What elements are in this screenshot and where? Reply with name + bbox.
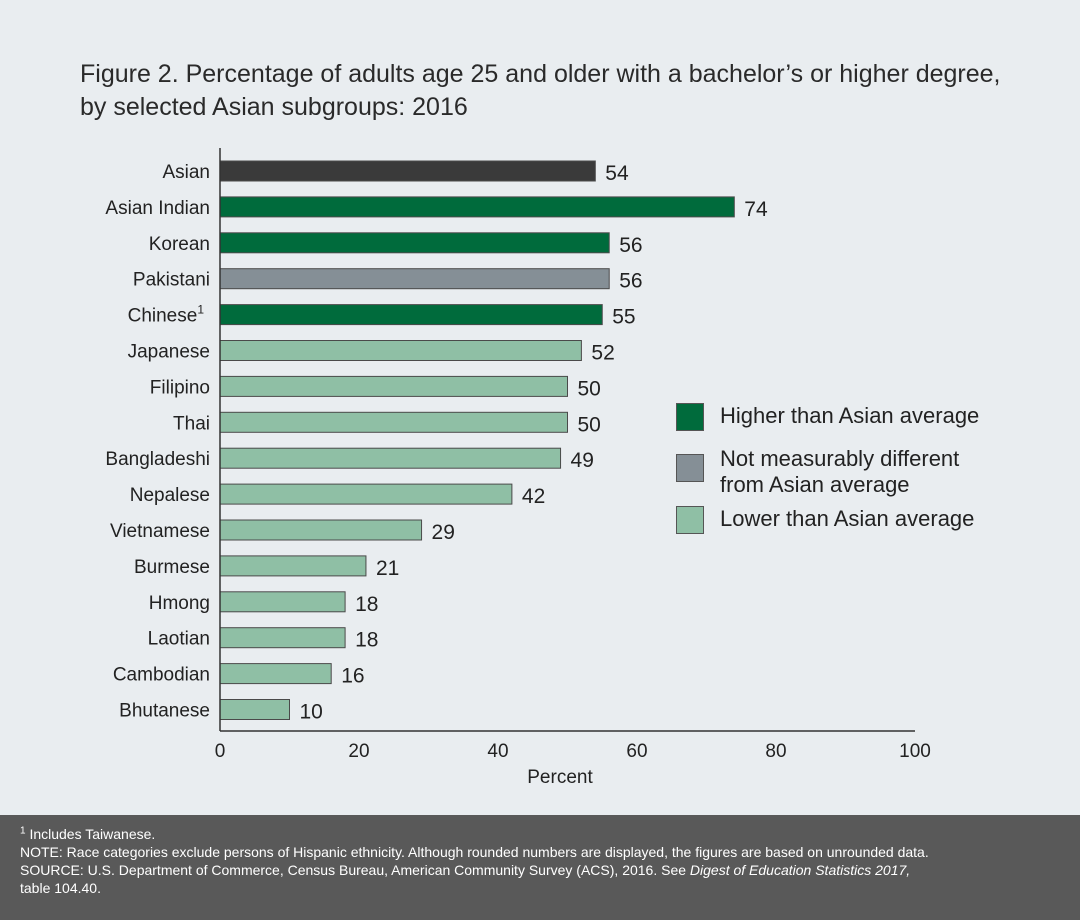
- bar-nepalese: [219, 483, 513, 505]
- category-label-bangladeshi: Bangladeshi: [105, 449, 210, 470]
- bar-korean: [219, 232, 610, 254]
- category-superscript-chinese: 1: [197, 303, 204, 317]
- category-label-hmong: Hmong: [149, 593, 210, 614]
- footnote-marker: 1: [20, 825, 26, 837]
- x-tick-label-60: 60: [626, 741, 647, 762]
- bar-japanese: [219, 340, 582, 361]
- bar-asian: [219, 160, 596, 182]
- bar-vietnamese: [219, 519, 423, 541]
- legend-label-higher: Higher than Asian average: [720, 403, 980, 428]
- value-label-thai: 50: [578, 413, 601, 436]
- footnote-text: Includes Taiwanese.: [29, 826, 156, 842]
- note-text: NOTE: Race categories exclude persons of…: [20, 844, 929, 860]
- category-label-chinese: Chinese1: [128, 303, 205, 327]
- category-label-laotian: Laotian: [148, 629, 210, 650]
- legend-swatch-lower: [676, 506, 704, 534]
- bar-hmong: [219, 591, 346, 613]
- value-label-bangladeshi: 49: [571, 449, 594, 472]
- bar-bangladeshi: [219, 447, 562, 469]
- value-label-filipino: 50: [578, 377, 601, 400]
- bar-filipino: [219, 375, 568, 397]
- value-label-bhutanese: 10: [300, 701, 323, 724]
- bar-laotian: [219, 627, 346, 649]
- bar-chinese: [219, 304, 603, 326]
- category-label-pakistani: Pakistani: [133, 270, 210, 291]
- category-label-cambodian: Cambodian: [113, 665, 210, 686]
- source-suffix: table 104.40.: [20, 880, 101, 896]
- legend-item-higher: Higher than Asian average: [676, 403, 979, 431]
- source-text: SOURCE: U.S. Department of Commerce, Cen…: [20, 861, 1060, 897]
- category-label-vietnamese: Vietnamese: [110, 521, 210, 542]
- bar-pakistani: [219, 268, 610, 290]
- value-label-laotian: 18: [355, 629, 378, 652]
- category-label-filipino: Filipino: [150, 377, 210, 398]
- bar-chart: Asian 54 Asian Indian 74 Korean 56 Pakistani 56…: [105, 148, 931, 788]
- value-label-cambodian: 16: [341, 665, 364, 688]
- bar-thai: [219, 411, 568, 433]
- category-label-asian: Asian: [162, 162, 210, 183]
- value-label-korean: 56: [619, 234, 642, 257]
- value-label-burmese: 21: [376, 557, 399, 580]
- value-label-chinese: 55: [612, 306, 635, 329]
- value-label-nepalese: 42: [522, 485, 545, 508]
- bar-cambodian: [219, 663, 332, 685]
- x-tick-label-100: 100: [899, 741, 931, 762]
- x-axis-label: Percent: [527, 767, 593, 788]
- category-label-bhutanese: Bhutanese: [119, 701, 210, 722]
- chart-title: Figure 2. Percentage of adults age 25 an…: [80, 58, 1040, 124]
- x-tick-label-80: 80: [765, 741, 786, 762]
- value-label-asian-indian: 74: [744, 198, 768, 221]
- value-label-pakistani: 56: [619, 270, 642, 293]
- chart-title-line-1: Figure 2. Percentage of adults age 25 an…: [80, 60, 1001, 88]
- bar-bhutanese: [219, 699, 290, 720]
- category-label-japanese: Japanese: [128, 342, 210, 363]
- category-label-asian-indian: Asian Indian: [105, 198, 210, 219]
- value-label-vietnamese: 29: [432, 521, 455, 544]
- category-label-korean: Korean: [149, 234, 210, 255]
- chart-title-line-2: by selected Asian subgroups: 2016: [80, 93, 468, 121]
- footnote: 1 Includes Taiwanese.: [20, 825, 1060, 843]
- value-label-japanese: 52: [591, 342, 614, 365]
- legend-item-lower: Lower than Asian average: [676, 506, 974, 534]
- category-label-nepalese: Nepalese: [130, 485, 210, 506]
- source-prefix: SOURCE: U.S. Department of Commerce, Cen…: [20, 862, 690, 878]
- legend-swatch-not-different: [676, 454, 704, 482]
- x-tick-label-40: 40: [487, 741, 508, 762]
- value-label-hmong: 18: [355, 593, 378, 616]
- legend-label-not-different: Not measurably different from Asian aver…: [720, 446, 960, 497]
- footer-notes: 1 Includes Taiwanese. NOTE: Race categor…: [0, 815, 1080, 920]
- value-label-asian: 54: [605, 162, 629, 185]
- category-label-thai: Thai: [173, 413, 210, 434]
- category-label-burmese: Burmese: [134, 557, 210, 578]
- legend-swatch-higher: [676, 403, 704, 431]
- bar-asian-indian: [219, 196, 735, 218]
- source-title: Digest of Education Statistics 2017,: [689, 862, 911, 878]
- legend-label-lower: Lower than Asian average: [720, 506, 975, 531]
- legend-item-not-different: Not measurably different from Asian aver…: [676, 446, 990, 498]
- x-tick-label-20: 20: [348, 741, 369, 762]
- bar-burmese: [219, 555, 367, 577]
- x-tick-label-0: 0: [215, 741, 226, 762]
